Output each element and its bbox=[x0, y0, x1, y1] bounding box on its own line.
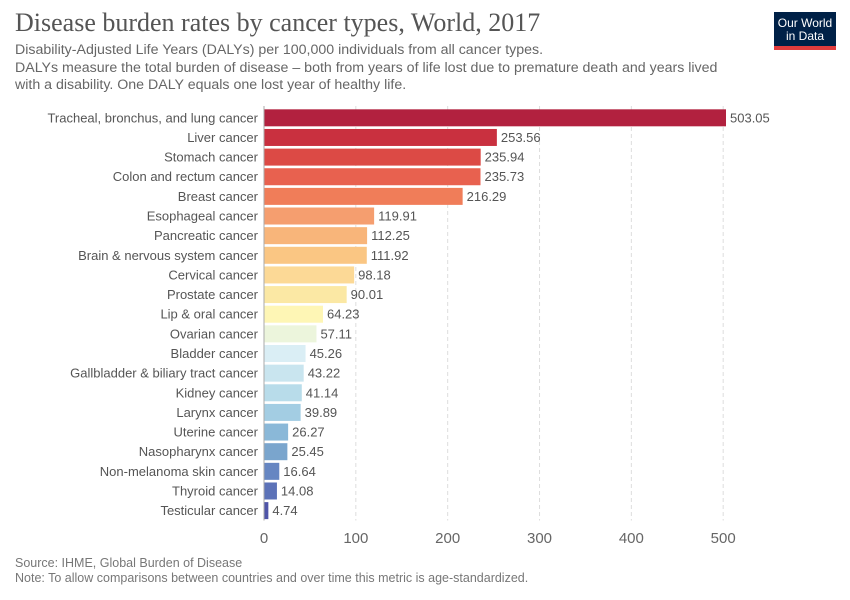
x-tick-label: 200 bbox=[435, 530, 460, 547]
bar bbox=[264, 109, 726, 127]
value-label: 26.27 bbox=[292, 425, 325, 440]
subtitle-line-2: DALYs measure the total burden of diseas… bbox=[15, 59, 718, 94]
category-label: Breast cancer bbox=[178, 189, 259, 204]
category-label: Nasopharynx cancer bbox=[139, 444, 259, 459]
category-label: Ovarian cancer bbox=[170, 326, 259, 341]
bar bbox=[264, 364, 304, 382]
x-tick-label: 300 bbox=[527, 530, 552, 547]
subtitle-line-1: Disability-Adjusted Life Years (DALYs) p… bbox=[15, 42, 544, 58]
bar bbox=[264, 187, 463, 205]
bar bbox=[264, 325, 317, 343]
category-label: Lip & oral cancer bbox=[160, 307, 258, 322]
x-tick-label: 400 bbox=[619, 530, 644, 547]
bar bbox=[264, 148, 481, 166]
bar bbox=[264, 462, 280, 480]
value-label: 111.92 bbox=[371, 248, 409, 263]
value-label: 253.56 bbox=[501, 130, 541, 145]
value-label: 43.22 bbox=[308, 366, 341, 381]
bar bbox=[264, 482, 277, 500]
category-label: Brain & nervous system cancer bbox=[78, 248, 259, 263]
value-label: 41.14 bbox=[306, 385, 339, 400]
logo-line-1: Our World bbox=[777, 16, 833, 30]
bar bbox=[264, 423, 289, 441]
category-label: Liver cancer bbox=[187, 130, 258, 145]
category-label: Esophageal cancer bbox=[147, 209, 259, 224]
value-label: 16.64 bbox=[283, 464, 316, 479]
category-label: Colon and rectum cancer bbox=[113, 169, 259, 184]
bar bbox=[264, 443, 288, 461]
bar bbox=[264, 502, 269, 520]
category-label: Pancreatic cancer bbox=[154, 228, 259, 243]
value-label: 216.29 bbox=[467, 189, 507, 204]
value-label: 503.05 bbox=[730, 110, 770, 125]
category-label: Stomach cancer bbox=[164, 150, 259, 165]
bar bbox=[264, 384, 302, 402]
x-tick-label: 500 bbox=[711, 530, 736, 547]
bar bbox=[264, 345, 306, 362]
x-tick-label: 100 bbox=[343, 530, 368, 547]
chart-subtitle: Disability-Adjusted Life Years (DALYs) p… bbox=[15, 42, 745, 95]
value-label: 14.08 bbox=[281, 483, 314, 498]
bar bbox=[264, 266, 355, 284]
value-label: 119.91 bbox=[378, 209, 417, 224]
value-label: 235.73 bbox=[484, 169, 524, 184]
value-label: 25.45 bbox=[291, 444, 324, 459]
footnote: Note: To allow comparisons between count… bbox=[15, 571, 529, 585]
category-label: Prostate cancer bbox=[167, 287, 259, 302]
category-label: Larynx cancer bbox=[176, 405, 258, 420]
value-label: 39.89 bbox=[305, 405, 338, 420]
bar bbox=[264, 246, 367, 264]
category-label: Gallbladder & biliary tract cancer bbox=[70, 366, 259, 381]
value-label: 98.18 bbox=[358, 267, 391, 282]
chart-title: Disease burden rates by cancer types, Wo… bbox=[15, 8, 541, 37]
bar bbox=[264, 286, 347, 304]
category-label: Cervical cancer bbox=[168, 267, 258, 282]
bar bbox=[264, 305, 323, 323]
category-label: Testicular cancer bbox=[160, 503, 258, 518]
category-label: Tracheal, bronchus, and lung cancer bbox=[47, 110, 258, 125]
bar bbox=[264, 168, 481, 186]
bar bbox=[264, 403, 301, 421]
category-label: Uterine cancer bbox=[173, 425, 258, 440]
value-label: 4.74 bbox=[272, 503, 297, 518]
category-label: Bladder cancer bbox=[171, 346, 259, 361]
value-label: 112.25 bbox=[371, 228, 410, 243]
logo-line-2: in Data bbox=[785, 29, 825, 43]
owid-logo[interactable]: Our World in Data bbox=[774, 12, 836, 50]
value-label: 45.26 bbox=[310, 346, 343, 361]
bar bbox=[264, 207, 375, 225]
source-note: Source: IHME, Global Burden of Disease bbox=[15, 556, 243, 570]
category-label: Kidney cancer bbox=[176, 385, 259, 400]
x-tick-label: 0 bbox=[260, 530, 268, 547]
category-label: Non-melanoma skin cancer bbox=[100, 464, 259, 479]
value-label: 90.01 bbox=[351, 287, 384, 302]
value-label: 57.11 bbox=[320, 326, 352, 341]
value-label: 64.23 bbox=[327, 307, 360, 322]
bar bbox=[264, 128, 497, 146]
bar bbox=[264, 227, 368, 245]
category-label: Thyroid cancer bbox=[172, 483, 259, 498]
value-label: 235.94 bbox=[485, 150, 525, 165]
